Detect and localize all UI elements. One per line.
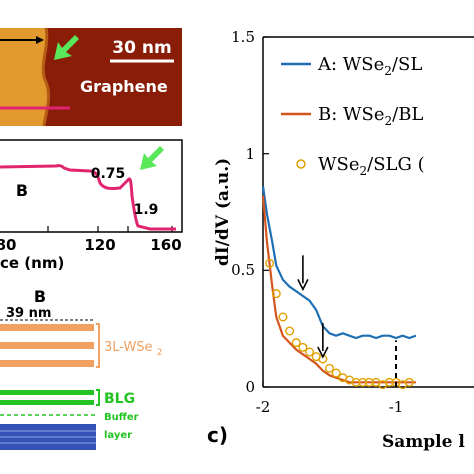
profile-x-axis-label: ce (nm) [0,254,64,272]
legend: A: WSe2/SL B: WSe2/BL WSe2/SLG ( [281,54,425,178]
profile-x-tick-label: 120 [84,236,115,254]
y-axis-label: dI/dV (a.u.) [213,158,233,266]
legend-label-a: A: WSe2/SL [317,54,422,78]
data-point-slg [384,377,394,387]
height-profile-curve [0,164,176,231]
wse2-layer [0,360,94,367]
data-point-slg [298,342,308,352]
wse2-label-subscript: 2 [157,348,163,358]
profile-x-tick-label: 160 [150,236,181,254]
y-ticks: 0 0.5 1 1.5 [231,28,269,396]
buffer-label-line2: layer [104,430,132,441]
data-point-slg [364,377,374,387]
schematic-panel: B 39 nm 3L-WSe 2 BLG Buffer layer [0,287,162,450]
stm-image-panel: 30 nm Graphene [0,27,182,127]
data-point-slg [318,354,328,364]
y-tick-label: 1.5 [231,28,255,46]
x-axis-label: Sample l [382,432,465,452]
annotation-arrow-head [297,278,309,292]
data-point-slg [271,289,281,299]
profile-x-tick-label: 80 [0,236,16,254]
profile-panel: B 0.75 1.9 80 120 160 ce (nm) [0,139,183,272]
stm-terrace-region [0,28,49,126]
series-line-a [261,186,417,340]
legend-label-a-suffix: /SL [392,54,422,75]
panel-letter-c: c) [207,423,228,447]
data-point-slg [325,363,335,373]
wse2-label-text: 3L-WSe [104,340,153,355]
profile-region-label: B [16,181,28,200]
legend-label-b-suffix: /BL [392,104,423,125]
profile-frame [0,139,183,233]
blg-bracket [96,389,100,406]
legend-marker-slg [296,159,306,169]
data-point-slg [331,368,341,378]
series-line-b [261,195,416,384]
stm-terrace-edge [41,27,51,127]
schematic-region-label: B [34,287,46,306]
plot-frame-group [262,36,474,388]
profile-step-value-1: 0.75 [91,166,126,182]
legend-label-slg: WSe2/SLG ( [318,154,425,178]
legend-label-b: B: WSe2/BL [318,104,423,128]
data-point-slg [305,347,315,357]
schematic-width-label: 39 nm [6,306,51,321]
scale-bar-label: 30 nm [112,38,171,58]
legend-label-a-text: A: WSe [317,54,384,75]
wse2-layer [0,324,94,331]
data-point-slg [358,377,368,387]
x-ticks: -2 -1 [256,381,404,416]
x-tick-label: -1 [389,398,404,416]
wse2-layer [0,342,94,349]
wse2-bracket [96,323,100,368]
data-point-slg [404,377,414,387]
data-point-slg [285,326,295,336]
plot-area [261,186,417,390]
data-point-slg [278,312,288,322]
legend-label-b-sub: 2 [385,114,393,128]
buffer-label-line1: Buffer [104,412,139,423]
legend-label-slg-sub: 2 [359,164,367,178]
data-point-slg [351,377,361,387]
graphene-label: Graphene [80,77,168,96]
green-arrow-stm [54,35,79,60]
legend-label-slg-text: WSe [318,154,359,175]
y-tick-label: 0.5 [231,261,255,279]
annotation-arrow-head [317,346,329,359]
green-arrow-profile [140,146,164,170]
blg-label: BLG [104,391,135,407]
y-tick-label: 1 [245,145,255,163]
legend-label-b-text: B: WSe [318,104,385,125]
panel-c: c) 0 0.5 1 1.5 -2 -1 dI/dV (a.u.) Sample… [207,28,474,452]
blg-layer [0,400,94,405]
legend-label-slg-suffix: /SLG ( [367,154,424,175]
legend-label-a-sub: 2 [384,64,392,78]
profile-step-value-2: 1.9 [134,202,159,218]
data-point-slg [291,338,301,348]
data-point-slg [265,258,275,268]
y-tick-label: 0 [245,378,255,396]
wse2-label: 3L-WSe 2 [104,340,162,358]
stm-dimension-arrowhead [36,36,44,44]
blg-layer [0,390,94,395]
x-tick-label: -2 [256,398,271,416]
